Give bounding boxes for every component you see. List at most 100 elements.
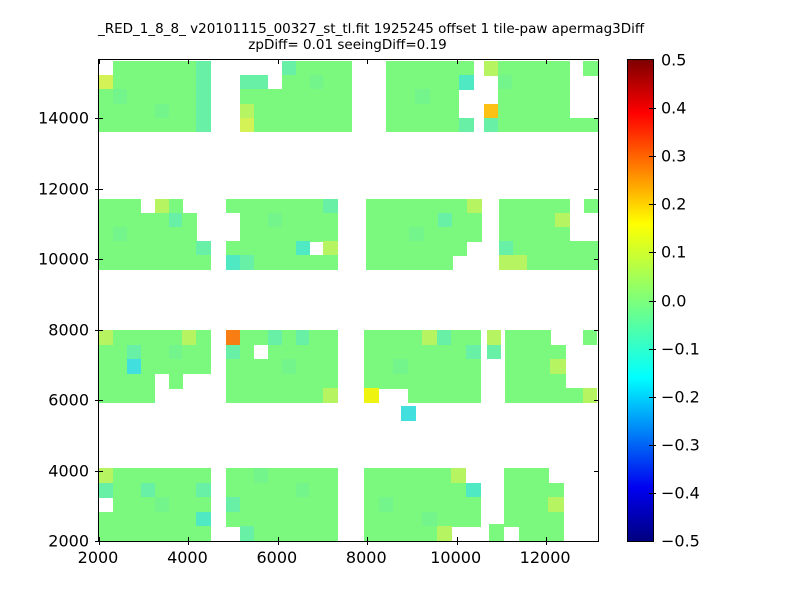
heatmap-cell	[429, 89, 445, 105]
heatmap-cell	[226, 388, 241, 404]
heatmap-cell	[182, 359, 197, 375]
heatmap-cell	[364, 468, 379, 484]
colorbar-tick	[653, 444, 656, 446]
heatmap-cell	[513, 212, 528, 228]
heatmap-cell	[309, 117, 324, 133]
heatmap-cell	[154, 255, 169, 270]
heatmap-cell	[112, 482, 128, 498]
heatmap-cell	[309, 526, 324, 542]
heatmap-cell	[550, 344, 566, 360]
heatmap-cell	[168, 468, 183, 484]
heatmap-cell	[154, 482, 169, 498]
y-tick	[594, 188, 598, 190]
heatmap-cell	[295, 330, 310, 346]
heatmap-cell	[380, 226, 396, 242]
heatmap-cell	[154, 61, 169, 76]
heatmap-cell	[140, 117, 156, 133]
heatmap-cell	[267, 373, 283, 389]
heatmap-cell	[140, 373, 156, 389]
heatmap-cell	[281, 198, 296, 214]
heatmap-cell	[267, 117, 283, 133]
heatmap-cell	[309, 388, 324, 404]
heatmap-cell	[407, 511, 423, 527]
heatmap-cell	[323, 103, 338, 119]
heatmap-cell	[196, 330, 211, 346]
heatmap-cell	[323, 359, 338, 375]
heatmap-cell	[140, 241, 156, 256]
heatmap-cell	[168, 226, 183, 242]
heatmap-cell	[504, 497, 520, 513]
heatmap-cell	[112, 241, 128, 256]
heatmap-cell	[337, 75, 352, 90]
heatmap-cell	[126, 61, 142, 76]
heatmap-cell	[436, 330, 452, 346]
colorbar-tick-label: −0.5	[661, 531, 700, 551]
heatmap-cell	[438, 255, 453, 270]
heatmap-cell	[295, 526, 310, 542]
heatmap-cell	[126, 482, 142, 498]
heatmap-cell	[436, 526, 452, 542]
heatmap-cell	[281, 330, 296, 346]
heatmap-cell	[364, 511, 379, 527]
heatmap-cell	[154, 241, 169, 256]
heatmap-cell	[415, 103, 430, 119]
heatmap-cell	[569, 241, 585, 256]
heatmap-cell	[555, 255, 570, 270]
heatmap-cell	[267, 359, 283, 375]
heatmap-cell	[518, 497, 535, 513]
heatmap-cell	[520, 373, 536, 389]
x-tick-label: 12000	[519, 548, 571, 567]
heatmap-cell	[309, 89, 324, 105]
y-tick	[99, 329, 103, 331]
heatmap-cell	[499, 212, 514, 228]
heatmap-cell	[196, 511, 211, 527]
heatmap-cell	[393, 359, 408, 375]
heatmap-cell	[99, 255, 114, 270]
heatmap-cell	[436, 468, 452, 484]
x-tick	[456, 541, 458, 545]
heatmap-cell	[253, 212, 269, 228]
heatmap-cell	[380, 255, 396, 270]
heatmap-cell	[140, 226, 156, 242]
heatmap-cell	[154, 117, 169, 133]
heatmap-cell	[253, 330, 269, 346]
colorbar-tick-label: 0.4	[661, 98, 687, 118]
heatmap-cell	[112, 212, 128, 228]
x-tick-label: 8000	[345, 548, 387, 567]
heatmap-cell	[295, 89, 310, 105]
colorbar-tick	[653, 396, 656, 398]
heatmap-cell	[281, 511, 296, 527]
heatmap-cell	[323, 526, 338, 542]
heatmap-cell	[323, 212, 338, 228]
heatmap-cell	[281, 388, 296, 404]
heatmap-cell	[458, 117, 474, 133]
heatmap-cell	[505, 359, 521, 375]
heatmap-cell	[281, 241, 296, 256]
heatmap-cell	[378, 344, 394, 360]
heatmap-cell	[583, 255, 599, 270]
heatmap-cell	[267, 482, 283, 498]
heatmap-cell	[140, 212, 156, 228]
heatmap-cell	[99, 511, 114, 527]
heatmap-cell	[281, 482, 296, 498]
heatmap-cell	[526, 89, 542, 105]
heatmap-cell	[526, 103, 542, 119]
heatmap-cell	[378, 482, 394, 498]
heatmap-cell	[196, 89, 211, 105]
heatmap-cell	[484, 103, 499, 119]
x-tick	[99, 537, 100, 541]
heatmap-cell	[154, 89, 169, 105]
x-tick-label: 4000	[167, 548, 208, 567]
heatmap-cell	[393, 511, 408, 527]
heatmap-cell	[168, 511, 183, 527]
heatmap-cell	[520, 388, 536, 404]
heatmap-cell	[394, 241, 410, 256]
heatmap-cell	[239, 241, 255, 256]
heatmap-cell	[281, 468, 296, 484]
heatmap-cell	[126, 373, 142, 389]
y-tick-label: 4000	[48, 461, 89, 480]
heatmap-cell	[140, 89, 156, 105]
heatmap-cell	[281, 526, 296, 542]
heatmap-cell	[309, 255, 324, 270]
heatmap-cell	[407, 497, 423, 513]
